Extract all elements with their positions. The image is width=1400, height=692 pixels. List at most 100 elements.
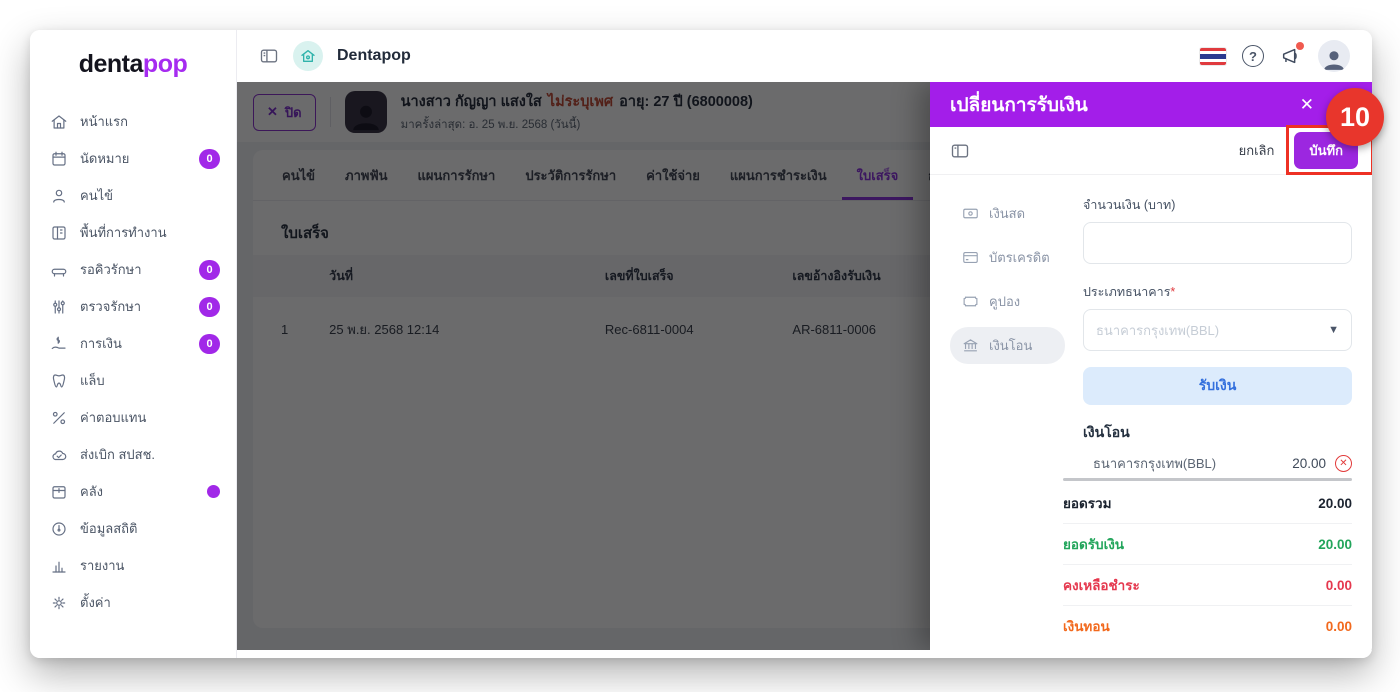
bank-transfer-icon <box>963 339 978 352</box>
sidebar-item-label: รอคิวรักษา <box>80 262 142 277</box>
method-cash[interactable]: เงินสด <box>950 195 1065 232</box>
transfer-section-title: เงินโอน <box>1083 424 1130 440</box>
sidebar-item-appointments[interactable]: นัดหมาย 0 <box>50 140 220 177</box>
total-value: 20.00 <box>1318 495 1352 511</box>
method-label: เงินโอน <box>989 338 1033 353</box>
bank-type-label: ประเภทธนาคาร* <box>1083 285 1176 299</box>
total-label: คงเหลือชำระ <box>1063 578 1140 593</box>
cancel-button[interactable]: ยกเลิก <box>1238 143 1275 158</box>
logo-denta: denta <box>78 50 144 78</box>
brand-logo: dentapop <box>30 50 236 79</box>
amount-input[interactable] <box>1083 222 1352 264</box>
sidebar-item-reports[interactable]: รายงาน <box>50 547 220 584</box>
total-row-received: ยอดรับเงิน 20.00 <box>1063 524 1352 565</box>
patient-icon <box>53 189 65 203</box>
sidebar-item-settings[interactable]: ตั้งค่า <box>50 584 220 621</box>
panel-collapse-icon[interactable] <box>950 141 970 161</box>
sidebar-item-label: ข้อมูลสถิติ <box>80 521 138 536</box>
coupon-icon <box>963 296 978 307</box>
count-badge: 0 <box>199 259 220 280</box>
sidebar-item-examine[interactable]: ตรวจรักษา 0 <box>50 288 220 325</box>
announcements-icon[interactable] <box>1280 42 1304 67</box>
method-coupon[interactable]: คูปอง <box>950 283 1065 320</box>
total-row-sum: ยอดรวม 20.00 <box>1063 483 1352 524</box>
sidebar-item-nhso-claims[interactable]: ส่งเบิก สปสช. <box>50 436 220 473</box>
method-label: บัตรเครดิต <box>989 250 1050 265</box>
method-label: คูปอง <box>989 294 1021 309</box>
sidebar-item-treatment-queue[interactable]: รอคิวรักษา 0 <box>50 251 220 288</box>
content-area: ✕ ปิด นางสาว กัญญา แสงใสไม่ระบุเพศอายุ: … <box>237 82 1372 658</box>
workspace-icon <box>52 225 66 240</box>
sidebar-item-label: คลัง <box>80 484 104 499</box>
payment-method-list: เงินสด บัตรเครดิต คูปอง <box>950 195 1065 650</box>
sidebar-item-home[interactable]: หน้าแรก <box>50 103 220 140</box>
drawer-title: เปลี่ยนการรับเงิน <box>950 94 1088 116</box>
total-row-change: เงินทอน 0.00 <box>1063 606 1352 646</box>
transfer-item: ธนาคารกรุงเทพ(BBL) 20.00 ✕ <box>1083 453 1352 474</box>
notification-dot <box>207 485 220 498</box>
method-label: เงินสด <box>989 206 1026 221</box>
sidebar: dentapop หน้าแรก นัดหมาย 0 คนไข้ <box>30 30 237 658</box>
total-value: 0.00 <box>1325 618 1352 634</box>
user-avatar[interactable] <box>1318 40 1350 72</box>
remove-item-icon[interactable]: ✕ <box>1335 455 1352 472</box>
amount-label: จำนวนเงิน (บาท) <box>1083 198 1176 212</box>
sidebar-item-label: คนไข้ <box>80 188 114 203</box>
settings-icon <box>52 596 66 609</box>
bank-select-placeholder: ธนาคารกรุงเทพ(BBL) <box>1096 322 1220 338</box>
finance-icon <box>51 336 66 349</box>
total-value: 20.00 <box>1318 536 1352 552</box>
help-icon[interactable]: ? <box>1242 45 1264 67</box>
sidebar-item-workspace[interactable]: พื้นที่การทำงาน <box>50 214 220 251</box>
main-column: Dentapop ? ✕ <box>237 30 1372 658</box>
sidebar-item-label: หน้าแรก <box>80 114 128 129</box>
sidebar-item-label: นัดหมาย <box>80 151 130 166</box>
percent-icon <box>52 411 66 424</box>
treatment-queue-icon <box>51 268 67 277</box>
sidebar-item-lab[interactable]: แล็บ <box>50 362 220 399</box>
method-bank-transfer[interactable]: เงินโอน <box>950 327 1065 364</box>
sidebar-item-compensation[interactable]: ค่าตอบแทน <box>50 399 220 436</box>
app-window: dentapop หน้าแรก นัดหมาย 0 คนไข้ <box>30 30 1372 658</box>
thai-flag-icon[interactable] <box>1200 47 1226 65</box>
drawer-toolbar: ยกเลิก บันทึก <box>930 125 1372 175</box>
transfer-item-name: ธนาคารกรุงเทพ(BBL) <box>1093 456 1217 471</box>
close-icon[interactable]: ✕ <box>1299 94 1314 114</box>
total-label: ยอดรวม <box>1063 496 1112 511</box>
payment-drawer: เปลี่ยนการรับเงิน ✕ ยกเลิก บันทึก <box>930 82 1372 650</box>
sidebar-nav: หน้าแรก นัดหมาย 0 คนไข้ พื้นที่การทำงาน <box>30 97 236 621</box>
sidebar-item-inventory[interactable]: คลัง <box>50 473 220 510</box>
sidebar-item-statistics[interactable]: ข้อมูลสถิติ <box>50 510 220 547</box>
examine-icon <box>53 299 65 314</box>
save-button[interactable]: บันทึก <box>1294 132 1358 169</box>
report-icon <box>52 561 66 573</box>
sidebar-toggle-icon[interactable] <box>259 46 279 66</box>
sidebar-item-patients[interactable]: คนไข้ <box>50 177 220 214</box>
count-badge: 0 <box>199 333 220 354</box>
divider <box>1063 478 1352 481</box>
total-label: ยอดรับเงิน <box>1063 537 1125 552</box>
sidebar-item-finance[interactable]: การเงิน 0 <box>50 325 220 362</box>
drawer-header: เปลี่ยนการรับเงิน ✕ <box>930 82 1372 127</box>
notification-dot <box>1296 42 1304 50</box>
receive-money-button[interactable]: รับเงิน <box>1083 367 1352 405</box>
sidebar-item-label: การเงิน <box>80 336 122 351</box>
cloud-claim-icon <box>52 450 67 460</box>
sidebar-item-label: ค่าตอบแทน <box>80 410 147 425</box>
tutorial-step-badge: 10 <box>1326 88 1384 146</box>
totals-summary: ยอดรวม 20.00 ยอดรับเงิน 20.00 คงเหลือชำร… <box>1063 478 1352 646</box>
home-icon <box>51 114 67 129</box>
logo-pop: pop <box>142 50 188 78</box>
method-credit-card[interactable]: บัตรเครดิต <box>950 239 1065 276</box>
sidebar-item-label: รายงาน <box>80 558 125 573</box>
sidebar-item-label: พื้นที่การทำงาน <box>80 225 167 240</box>
statistics-icon <box>52 521 66 536</box>
total-label: เงินทอน <box>1063 619 1110 634</box>
count-badge: 0 <box>199 148 220 169</box>
calendar-icon <box>52 151 66 166</box>
cash-icon <box>963 208 978 219</box>
payment-form: จำนวนเงิน (บาท) ประเภทธนาคาร* ธนาคารกรุง… <box>1083 195 1352 650</box>
bank-select[interactable]: ธนาคารกรุงเทพ(BBL) ▼ <box>1083 309 1352 351</box>
home-circle-icon[interactable] <box>293 41 323 71</box>
